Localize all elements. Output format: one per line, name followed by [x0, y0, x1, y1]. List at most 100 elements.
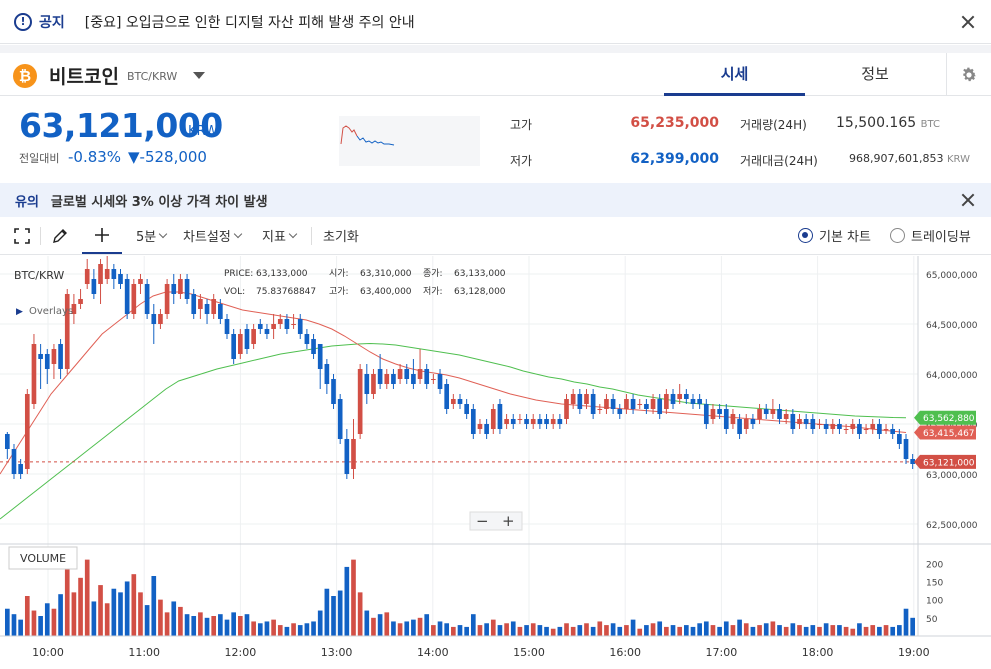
volume-bar: [730, 625, 736, 636]
chevron-down-icon: [158, 229, 168, 238]
candle-body: [364, 374, 370, 394]
candle-body: [783, 414, 789, 419]
candle-body: [31, 344, 37, 404]
volume-bar: [550, 628, 556, 636]
candle-body: [524, 419, 529, 424]
candle-body: [504, 419, 509, 424]
volume-bar: [84, 559, 90, 636]
candlestick-chart[interactable]: 65,000,00064,500,00064,000,00063,500,000…: [0, 256, 991, 669]
candle-body: [171, 284, 177, 294]
volume-bar: [44, 603, 50, 636]
candle-body: [184, 279, 190, 299]
reset-button[interactable]: 초기화: [323, 230, 359, 245]
chart-toolbar: 5분 차트설정 지표 초기화 기본 차트 트레이딩뷰: [0, 217, 991, 255]
volume-bar: [451, 626, 456, 636]
volume-bar: [231, 612, 236, 636]
basic-chart-radio[interactable]: 기본 차트: [798, 217, 871, 254]
volume-bar: [71, 592, 77, 636]
candle-body: [204, 304, 210, 314]
candle-body: [477, 424, 483, 429]
volume-bar: [564, 623, 569, 636]
candle-body: [863, 429, 869, 430]
candle-body: [544, 419, 549, 424]
candle-body: [444, 384, 450, 409]
tradingview-label: 트레이딩뷰: [911, 230, 971, 245]
volume-bar: [384, 612, 390, 636]
zoom-out-button[interactable]: −: [476, 512, 489, 530]
candle-body: [64, 294, 70, 369]
candle-body: [138, 279, 143, 284]
candle-body: [490, 409, 496, 429]
zoom-in-button[interactable]: +: [502, 512, 515, 530]
volume-bar: [857, 623, 862, 636]
volume-bar: [464, 626, 469, 636]
notice-text[interactable]: [중요] 오입금으로 인한 디지털 자산 피해 발생 주의 안내: [84, 14, 415, 31]
candle-body: [71, 304, 77, 314]
mini-chart-line-up: [340, 125, 358, 145]
crosshair-icon[interactable]: [82, 217, 122, 254]
indicators-menu[interactable]: 지표: [262, 217, 298, 254]
last-value-tag: [914, 410, 976, 425]
candle-body: [18, 464, 23, 474]
notice-bar[interactable]: ! 공지 [중요] 오입금으로 인한 디지털 자산 피해 발생 주의 안내: [0, 0, 991, 44]
interval-select[interactable]: 5분: [136, 217, 168, 254]
volume-bar: [18, 619, 23, 636]
candle-body: [151, 314, 157, 324]
indicators-label: 지표: [262, 230, 286, 245]
candle-body: [297, 319, 303, 334]
volume-tick-label: 50: [926, 615, 938, 625]
tab-info[interactable]: 정보: [861, 65, 889, 83]
fullscreen-icon[interactable]: [14, 217, 30, 254]
volume-bar: [164, 612, 170, 636]
candle-body: [464, 404, 469, 414]
overlays-toggle-icon[interactable]: ▶: [16, 307, 23, 317]
overlays-label[interactable]: Overlays: [29, 306, 73, 317]
candle-body: [291, 324, 296, 325]
volume-bar: [357, 592, 363, 636]
candle-body: [144, 284, 150, 314]
volume-bar: [11, 614, 17, 636]
candle-body: [883, 429, 889, 430]
volume-bar: [617, 626, 623, 636]
candle-body: [610, 399, 616, 409]
volume-bar: [118, 592, 123, 636]
close-warning-icon[interactable]: [961, 193, 975, 207]
candle-body: [897, 434, 902, 444]
volume-bar: [757, 625, 762, 636]
change-amount: ▼-528,000: [128, 148, 207, 166]
volume-bar: [211, 616, 217, 636]
coin-name: 비트코인: [49, 66, 119, 88]
volume-bar: [877, 626, 882, 636]
volume-bar: [138, 592, 143, 636]
legend-high: 63,400,000: [360, 287, 412, 297]
settings-gear-icon[interactable]: [946, 53, 991, 96]
volume-bar: [304, 623, 310, 636]
volume-bar: [910, 617, 916, 636]
coin-dropdown-icon[interactable]: [193, 72, 205, 79]
low-label: 저가: [510, 154, 533, 168]
volume-bar: [710, 625, 716, 636]
radio-unselected-icon: [890, 228, 905, 243]
volume-bar: [717, 626, 722, 636]
chart-settings-menu[interactable]: 차트설정: [183, 217, 243, 254]
candle-body: [331, 379, 336, 404]
candle-body: [803, 419, 809, 424]
volume-bar: [4, 608, 10, 636]
change-percent: -0.83%: [68, 148, 122, 166]
candle-body: [617, 409, 623, 414]
last-value-tag: [914, 425, 976, 440]
tab-quote[interactable]: 시세: [664, 53, 805, 96]
volume-bar: [38, 616, 43, 636]
volume-bar: [777, 625, 782, 636]
close-notice-icon[interactable]: [961, 15, 975, 29]
volume-bar: [644, 625, 649, 636]
draw-pencil-icon[interactable]: [52, 217, 68, 254]
candle-body: [510, 419, 516, 424]
volume-24h-value: 15,500.165 BTC: [790, 115, 940, 131]
tradingview-radio[interactable]: 트레이딩뷰: [890, 217, 971, 254]
candle-body: [697, 399, 702, 404]
volume-bar: [490, 619, 496, 636]
volume-bar: [51, 608, 57, 636]
candle-body: [91, 279, 97, 294]
volume-bar: [897, 625, 902, 636]
